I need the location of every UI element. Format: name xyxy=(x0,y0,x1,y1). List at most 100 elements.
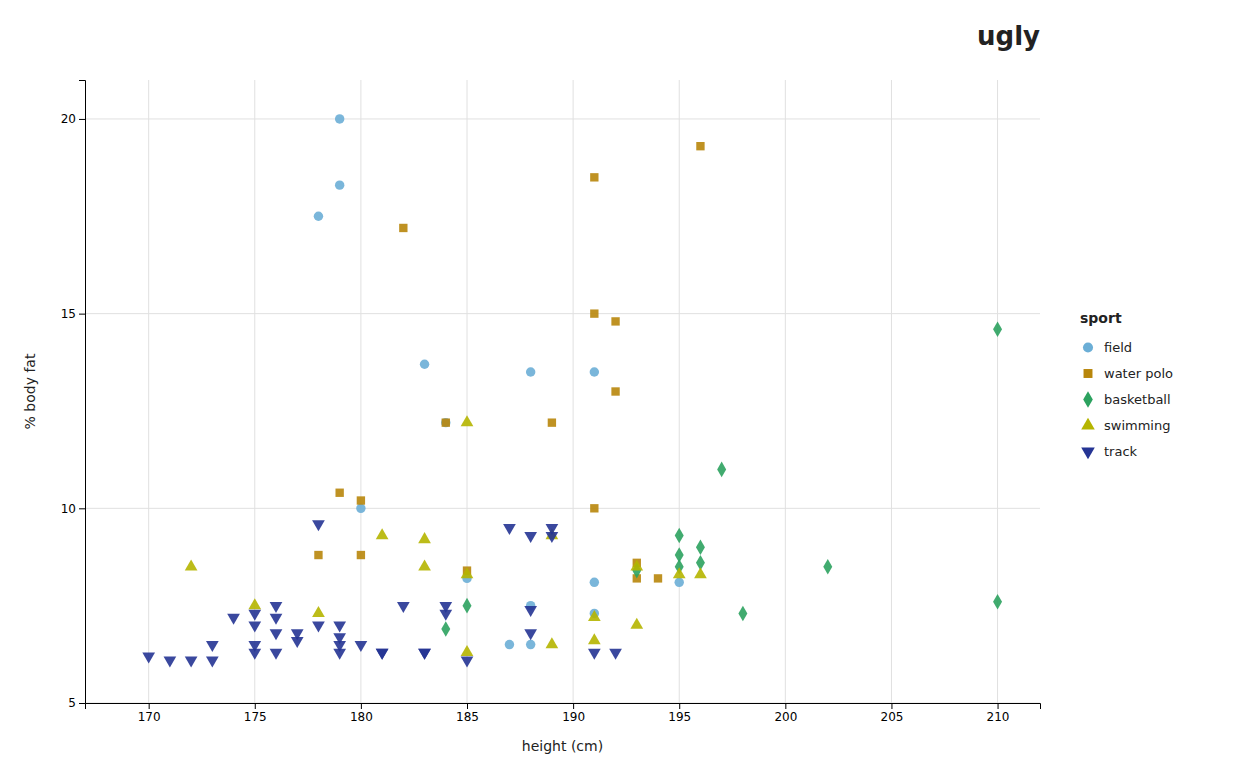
point xyxy=(590,504,598,512)
point xyxy=(399,224,407,232)
point xyxy=(376,649,389,660)
point xyxy=(694,567,707,578)
tick-mark xyxy=(79,314,85,315)
tick-mark xyxy=(998,703,999,709)
legend-label: field xyxy=(1104,340,1132,355)
point xyxy=(227,614,240,625)
tick-mark xyxy=(79,703,85,704)
point xyxy=(630,559,643,570)
legend-label: track xyxy=(1104,444,1138,459)
point xyxy=(335,489,343,497)
point xyxy=(654,574,662,582)
tick-mark xyxy=(679,703,680,709)
series xyxy=(441,321,1002,636)
point xyxy=(548,418,556,426)
point xyxy=(418,532,431,543)
point xyxy=(993,594,1002,610)
grid-line-x xyxy=(360,80,361,703)
tick-label: 15 xyxy=(61,307,76,321)
tick-label: 170 xyxy=(138,710,161,724)
point xyxy=(355,641,368,652)
point xyxy=(503,524,516,535)
point xyxy=(270,602,283,613)
x-axis-title: height (cm) xyxy=(522,738,603,754)
tick-label: 20 xyxy=(61,112,76,126)
tick-label: 205 xyxy=(880,710,903,724)
tick: 10 xyxy=(61,502,85,516)
tick-mark xyxy=(149,703,150,709)
legend-label: water polo xyxy=(1104,366,1173,381)
point xyxy=(505,640,514,649)
tick-label: 185 xyxy=(456,710,479,724)
point xyxy=(291,637,304,648)
point xyxy=(461,415,474,426)
tick-mark xyxy=(79,508,85,509)
legend-label: basketball xyxy=(1104,392,1171,407)
point xyxy=(333,621,346,632)
tick-label: 200 xyxy=(774,710,797,724)
grid-line-x xyxy=(254,80,255,703)
point xyxy=(397,602,410,613)
point xyxy=(590,367,599,376)
point xyxy=(418,559,431,570)
tick: 180 xyxy=(350,703,373,724)
y-axis-line xyxy=(79,81,86,704)
point xyxy=(546,637,559,648)
tick-mark xyxy=(255,703,256,709)
tick: 190 xyxy=(562,703,585,724)
point xyxy=(524,532,537,543)
point xyxy=(590,578,599,587)
tick-mark xyxy=(785,703,786,709)
point xyxy=(546,532,559,543)
tick: 170 xyxy=(138,703,161,724)
point xyxy=(441,418,450,427)
point xyxy=(675,528,684,544)
point xyxy=(590,173,598,181)
point xyxy=(609,649,622,660)
title: ugly xyxy=(977,21,1040,51)
point xyxy=(696,539,705,555)
point xyxy=(357,496,365,504)
legend-title: sport xyxy=(1080,310,1122,326)
x-axis-line xyxy=(86,704,1041,710)
point xyxy=(333,649,346,660)
point xyxy=(248,649,261,660)
tick: 195 xyxy=(668,703,691,724)
legend: sportfieldwater polobasketballswimmingtr… xyxy=(1080,310,1173,460)
legend-item: track xyxy=(1081,444,1137,459)
point xyxy=(314,551,322,559)
tick: 15 xyxy=(61,307,85,321)
point xyxy=(588,633,601,644)
tick-label: 5 xyxy=(68,696,76,710)
legend-item: field xyxy=(1083,340,1132,355)
point xyxy=(463,598,472,614)
point xyxy=(675,578,684,587)
point xyxy=(376,649,389,660)
series xyxy=(185,415,707,656)
point xyxy=(335,114,344,123)
point xyxy=(461,567,474,578)
series xyxy=(314,114,684,649)
point xyxy=(356,504,365,513)
point xyxy=(524,606,537,617)
tick-label: 175 xyxy=(244,710,267,724)
points xyxy=(142,114,1002,667)
legend-item: basketball xyxy=(1083,391,1170,408)
y-axis: 5 10 15 20 xyxy=(61,81,86,711)
point xyxy=(611,387,619,395)
y-axis-title: % body fat xyxy=(22,353,38,429)
point xyxy=(526,367,535,376)
point xyxy=(248,621,261,632)
point xyxy=(590,309,598,317)
grid-line-y xyxy=(85,313,1040,314)
legend-symbol xyxy=(1084,369,1093,378)
point xyxy=(442,418,450,426)
point xyxy=(418,649,431,660)
tick: 205 xyxy=(880,703,903,724)
tick-mark xyxy=(79,119,85,120)
series xyxy=(142,520,622,667)
legend-symbol xyxy=(1081,418,1095,430)
tick: 5 xyxy=(68,696,85,710)
grid-line-y xyxy=(85,118,1040,119)
point xyxy=(673,567,686,578)
